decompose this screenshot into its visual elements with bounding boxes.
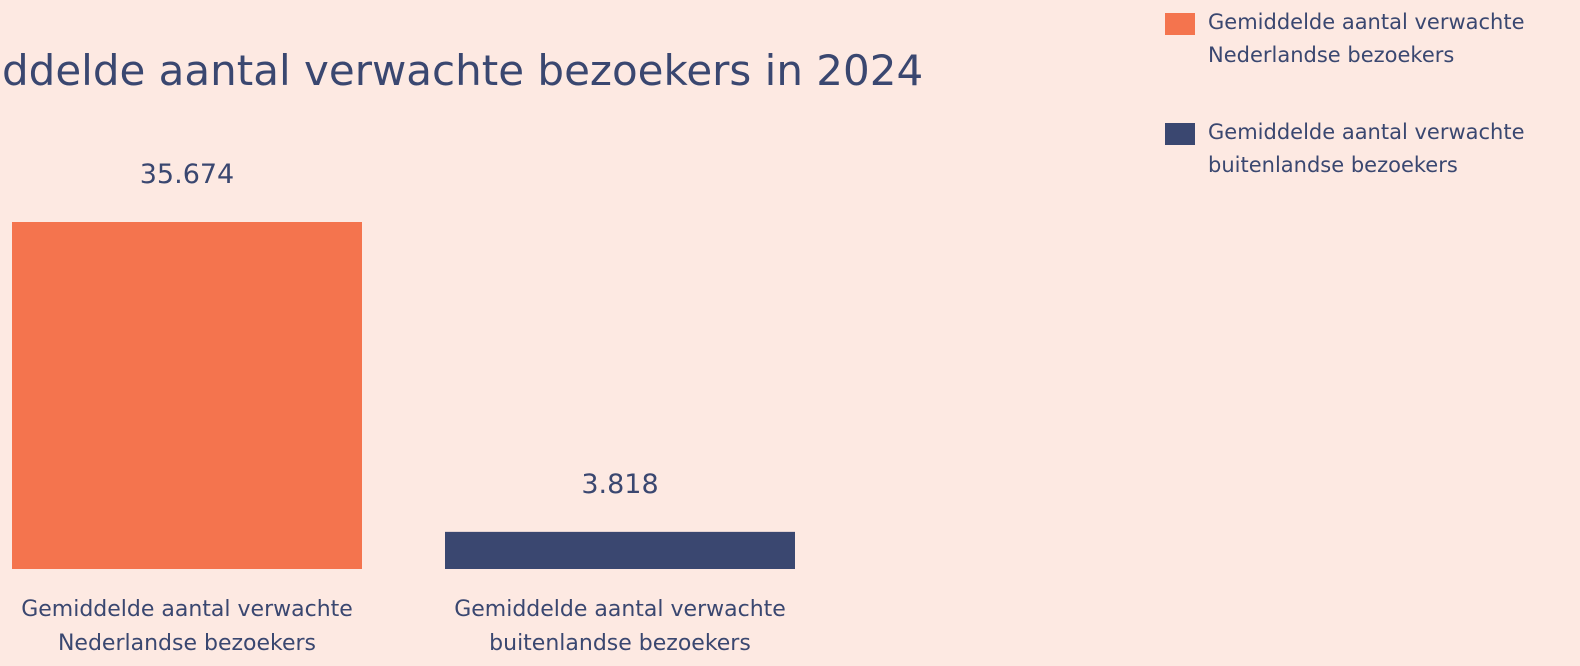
x-tick-label: Gemiddelde aantal verwachte buitenlandse…: [454, 597, 786, 657]
bar: [12, 222, 362, 569]
legend-label: Gemiddelde aantal verwachte Nederlandse …: [1208, 10, 1525, 67]
x-tick-label: Gemiddelde aantal verwachte Nederlandse …: [21, 597, 353, 657]
bar: [445, 531, 795, 569]
legend-swatch: [1165, 123, 1195, 145]
value-label: 3.818: [581, 468, 659, 500]
legend-label: Gemiddelde aantal verwachte buitenlandse…: [1208, 120, 1525, 177]
chart-title: ddelde aantal verwachte bezoekers in 202…: [2, 46, 924, 95]
value-label: 35.674: [139, 159, 235, 190]
legend-swatch: [1165, 13, 1195, 35]
